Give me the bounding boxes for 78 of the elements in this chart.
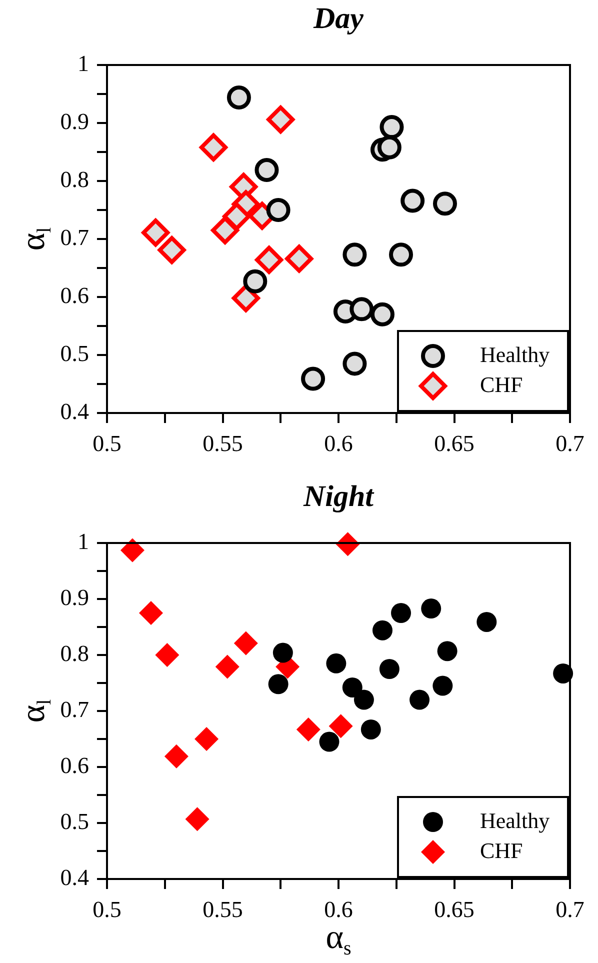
point bbox=[266, 106, 295, 134]
point bbox=[138, 601, 163, 625]
point bbox=[296, 717, 320, 742]
point bbox=[476, 612, 497, 632]
point bbox=[164, 744, 188, 768]
y-tick-label: 0.4 bbox=[60, 865, 90, 890]
point bbox=[391, 603, 412, 623]
point bbox=[328, 714, 353, 738]
y-tick-label: 0.9 bbox=[60, 585, 89, 610]
chart-title: Day bbox=[312, 2, 364, 35]
legend-label: CHF bbox=[480, 838, 523, 863]
chart-title: Night bbox=[302, 480, 376, 513]
x-tick-label: 0.65 bbox=[434, 896, 474, 922]
x-tick-label: 0.55 bbox=[202, 896, 243, 922]
point bbox=[372, 620, 392, 640]
point bbox=[155, 643, 180, 667]
y-tick-label: 0.8 bbox=[60, 641, 89, 666]
x-tick-label: 0.7 bbox=[556, 896, 584, 922]
y-tick-label: 0.5 bbox=[60, 341, 89, 366]
point bbox=[377, 135, 402, 160]
y-tick-label: 0.5 bbox=[60, 809, 89, 834]
point bbox=[234, 631, 258, 656]
point bbox=[211, 216, 240, 244]
point bbox=[254, 158, 279, 182]
legend-label: Healthy bbox=[480, 342, 550, 367]
point bbox=[319, 732, 340, 752]
point bbox=[285, 244, 314, 273]
point bbox=[342, 242, 367, 267]
point bbox=[255, 246, 284, 274]
point bbox=[243, 269, 268, 294]
point bbox=[380, 115, 404, 140]
legend-label: Healthy bbox=[480, 808, 550, 833]
point bbox=[142, 218, 170, 247]
point bbox=[342, 677, 362, 698]
y-tick-label: 0.7 bbox=[60, 225, 89, 250]
point bbox=[326, 653, 346, 674]
y-tick-label: 0.6 bbox=[60, 283, 89, 308]
point bbox=[389, 242, 414, 267]
point bbox=[232, 284, 260, 312]
y-tick-label: 0.9 bbox=[60, 109, 89, 134]
point bbox=[437, 641, 458, 662]
point bbox=[194, 727, 219, 751]
point bbox=[185, 807, 210, 832]
point bbox=[350, 297, 374, 322]
y-axis-title: αl bbox=[14, 698, 56, 723]
point bbox=[360, 719, 381, 740]
y-tick-label: 1 bbox=[78, 529, 89, 554]
x-tick-label: 0.6 bbox=[324, 896, 353, 922]
x-tick-label: 0.55 bbox=[202, 430, 243, 456]
point bbox=[301, 366, 326, 391]
point bbox=[410, 690, 430, 710]
point bbox=[553, 663, 574, 684]
point bbox=[268, 674, 288, 694]
point bbox=[342, 352, 367, 376]
point bbox=[272, 642, 293, 663]
point bbox=[370, 302, 394, 326]
point bbox=[432, 192, 457, 216]
point bbox=[421, 598, 442, 619]
point bbox=[400, 188, 425, 213]
legend-label: CHF bbox=[480, 372, 523, 397]
point bbox=[379, 659, 400, 679]
point bbox=[266, 198, 290, 222]
x-tick-label: 0.65 bbox=[434, 430, 474, 456]
point bbox=[354, 690, 374, 710]
point bbox=[199, 133, 228, 162]
y-tick-label: 1 bbox=[78, 51, 89, 76]
x-tick-label: 0.6 bbox=[324, 430, 353, 456]
y-tick-label: 0.4 bbox=[60, 399, 90, 424]
point bbox=[432, 676, 453, 696]
y-tick-label: 0.7 bbox=[60, 697, 89, 722]
y-tick-label: 0.6 bbox=[60, 753, 89, 778]
point bbox=[158, 236, 186, 264]
y-axis-title: αl bbox=[14, 226, 56, 251]
point bbox=[226, 85, 251, 110]
point bbox=[215, 654, 240, 679]
x-tick-label: 0.7 bbox=[556, 430, 584, 456]
point bbox=[120, 538, 144, 562]
y-tick-label: 0.8 bbox=[60, 167, 89, 192]
